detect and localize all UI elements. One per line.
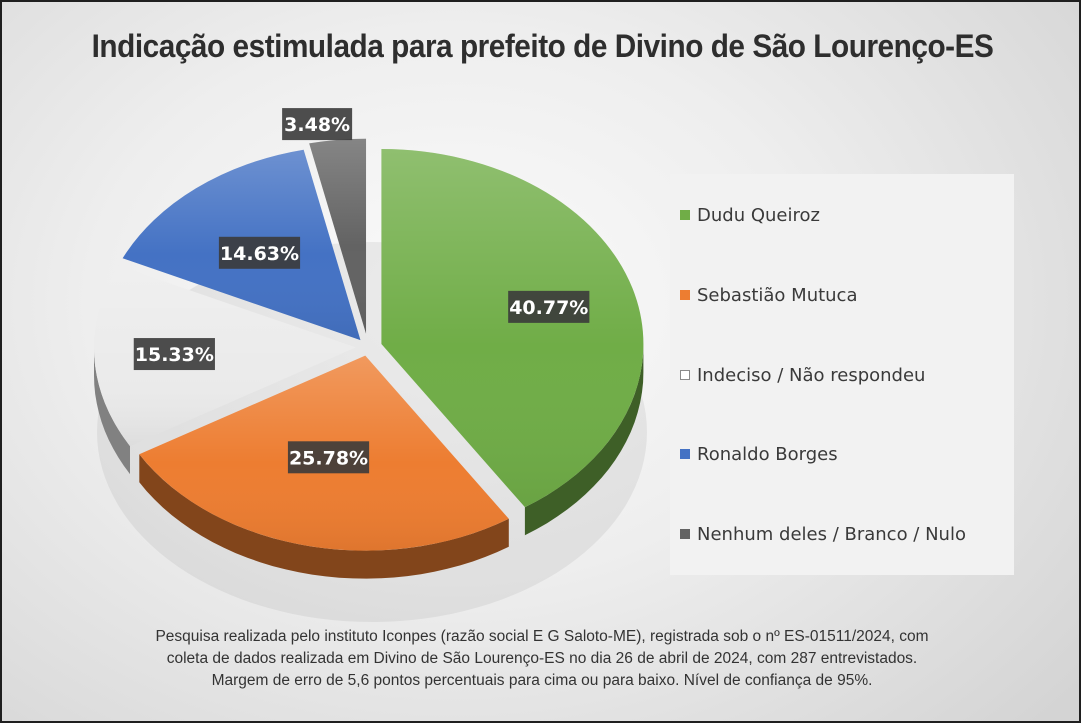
legend-label: Dudu Queiroz [697,204,820,226]
pie-slice-highlight [381,149,644,508]
legend-swatch [680,370,690,380]
data-label-3: 15.33% [133,338,215,371]
legend: Dudu Queiroz Sebastião Mutuca Indeciso /… [670,174,1014,575]
data-label-4: 14.63% [218,236,301,269]
data-label-text: 15.33% [135,344,214,366]
legend-swatch [680,529,690,539]
footnote-line-1: Pesquisa realizada pelo instituto Iconpe… [155,628,929,645]
legend-item-ronaldo-borges: Ronaldo Borges [680,442,838,466]
data-label-box [508,290,590,323]
legend-item-dudu-queiroz: Dudu Queiroz [680,203,820,227]
legend-item-sebastiao-mutuca: Sebastião Mutuca [680,283,858,307]
footnote-line-3: Margem de erro de 5,6 pontos percentuais… [211,672,873,689]
data-label-text: 3.48% [284,114,350,136]
data-label-text: 14.63% [220,243,299,265]
legend-swatch [680,449,690,459]
data-label-box [218,236,301,269]
data-label-text: 40.77% [509,297,588,319]
footnote: Pesquisa realizada pelo instituto Iconpe… [82,626,1002,692]
data-label-5: 3.48% [282,108,353,141]
pie-slice-side [139,454,509,579]
legend-label: Nenhum deles / Branco / Nulo [697,523,966,545]
pie-slice-side [524,344,644,536]
legend-label: Sebastião Mutuca [697,284,858,306]
data-label-box [282,108,353,141]
data-label-text: 25.78% [289,447,368,469]
legend-item-nenhum: Nenhum deles / Branco / Nulo [680,522,966,546]
footnote-line-2: coleta de dados realizada em Divino de S… [166,650,918,667]
data-label-box [287,441,370,474]
data-label-box [133,338,215,371]
pie-slice-side [94,347,130,475]
data-label-1: 40.77% [508,290,590,323]
legend-swatch [680,290,690,300]
pie-slice-highlight [94,265,357,447]
legend-label: Ronaldo Borges [697,443,838,465]
data-label-2: 25.78% [287,441,370,474]
pie-slice-highlight [309,138,367,334]
legend-item-indeciso: Indeciso / Não respondeu [680,363,925,387]
legend-label: Indeciso / Não respondeu [697,364,926,386]
legend-swatch [680,210,690,220]
chart-title: Indicação estimulada para prefeito de Di… [91,28,994,64]
